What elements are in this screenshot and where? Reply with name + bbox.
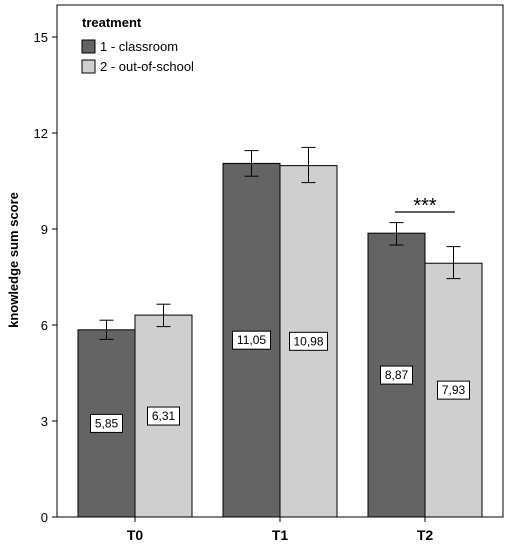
legend: treatment 1 - classroom 2 - out-of-school	[81, 15, 194, 74]
legend-title: treatment	[82, 15, 142, 30]
data-label-box	[147, 406, 180, 426]
legend-swatch-2	[81, 59, 96, 74]
data-label: 7,93	[442, 383, 466, 397]
y-tick-label: 12	[34, 126, 48, 141]
data-label-box	[232, 330, 271, 350]
y-tick-label: 6	[41, 318, 48, 333]
legend-swatch-1	[81, 39, 96, 54]
legend-label-2: 2 - out-of-school	[100, 59, 194, 74]
data-label: 10,98	[293, 334, 323, 348]
x-tick-label-t1: T1	[272, 527, 289, 543]
significance-marker: ***	[413, 195, 437, 217]
data-label-box	[90, 413, 123, 433]
data-label: 5,85	[95, 416, 119, 430]
data-label: 11,05	[237, 333, 266, 347]
data-label-box	[437, 380, 470, 400]
y-tick-label: 15	[34, 30, 48, 45]
data-label-box	[380, 365, 413, 385]
y-axis-label: knowledge sum score	[6, 192, 21, 328]
y-tick-label: 3	[41, 414, 48, 429]
y-tick-label: 0	[41, 510, 48, 525]
data-label: 6,31	[152, 409, 176, 423]
data-label-box	[289, 331, 328, 351]
x-tick-label-t2: T2	[417, 527, 434, 543]
x-tick-label-t0: T0	[127, 527, 144, 543]
data-label: 8,87	[385, 368, 409, 382]
legend-label-1: 1 - classroom	[100, 39, 178, 54]
y-tick-label: 9	[41, 222, 48, 237]
